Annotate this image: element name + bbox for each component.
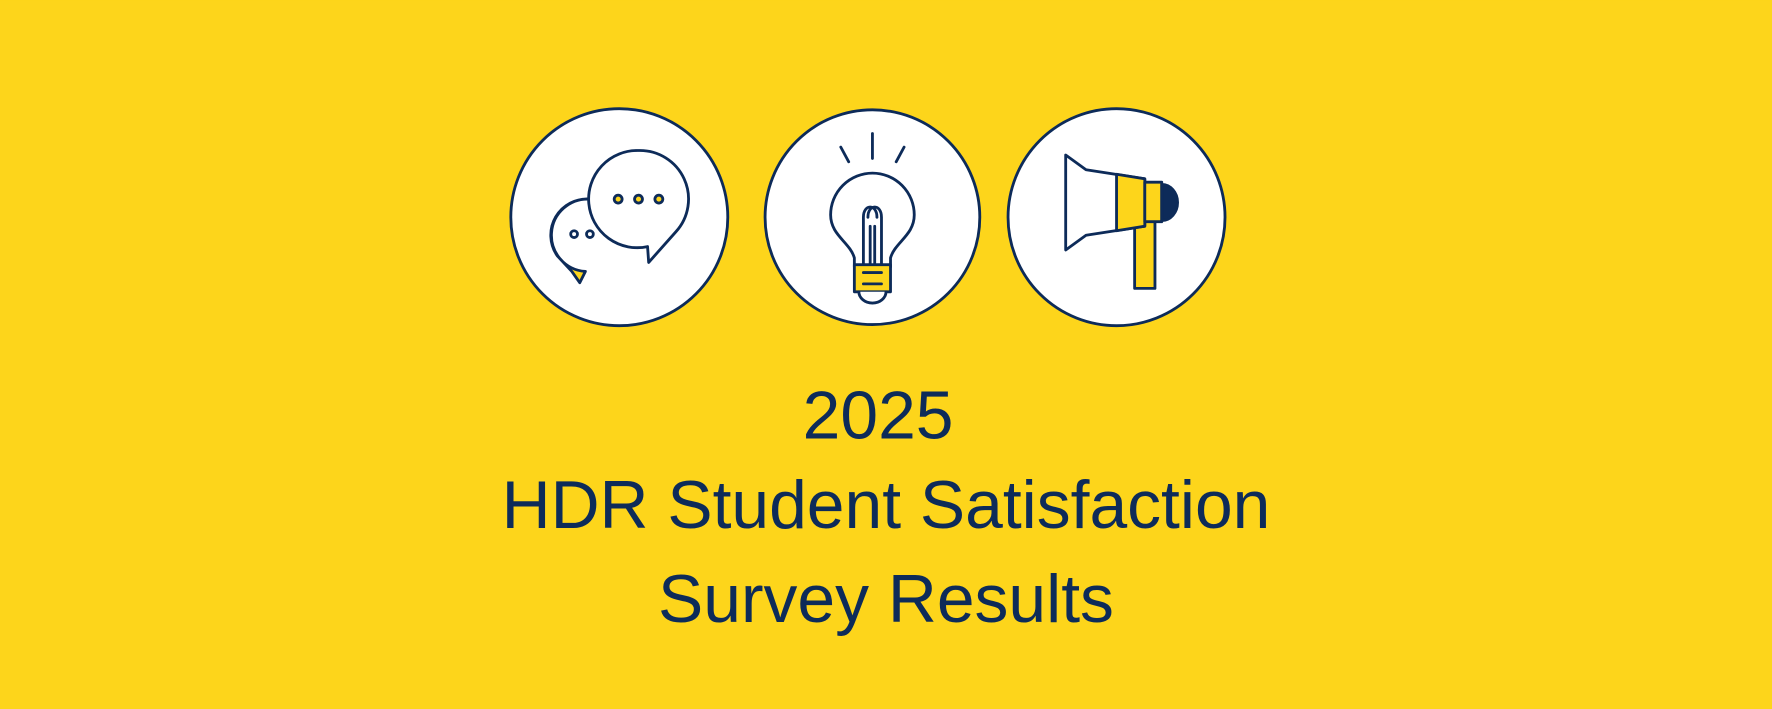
- bulb-base: [852, 263, 892, 294]
- title-year: 2025: [803, 379, 954, 454]
- handle: [1133, 219, 1157, 290]
- large-bubble: [587, 149, 690, 264]
- dot: [569, 229, 579, 239]
- bulb-icon: [763, 108, 982, 326]
- megaphone-icon: [1006, 107, 1227, 328]
- ray: [839, 145, 851, 164]
- dot: [612, 193, 624, 205]
- filament: [861, 205, 883, 269]
- title-line: Survey Results: [658, 562, 1114, 637]
- title-line: HDR Student Satisfaction: [502, 468, 1271, 543]
- small-bubble: [549, 197, 592, 285]
- base-thread: [861, 271, 883, 286]
- bulb: [829, 171, 916, 269]
- mouthpiece: [1143, 180, 1164, 224]
- dot: [653, 193, 665, 205]
- chat-icon: [509, 107, 730, 328]
- bulb-cap: [857, 290, 888, 305]
- cap: [1160, 183, 1179, 222]
- ray: [894, 145, 906, 164]
- horn-band: [1115, 172, 1147, 233]
- dot: [585, 229, 595, 239]
- dot: [633, 193, 644, 205]
